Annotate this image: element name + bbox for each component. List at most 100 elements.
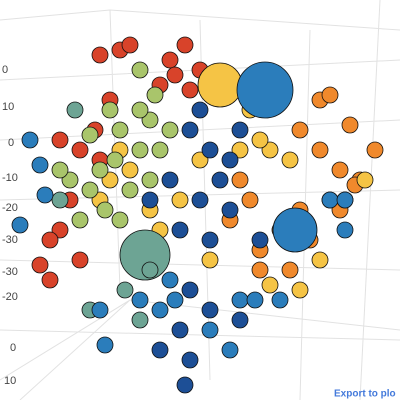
point xyxy=(51,191,69,209)
point xyxy=(191,191,209,209)
point xyxy=(272,207,318,253)
point xyxy=(21,131,39,149)
point xyxy=(356,171,374,189)
point xyxy=(161,271,179,289)
point xyxy=(41,231,59,249)
point xyxy=(231,121,249,139)
point xyxy=(336,191,354,209)
point xyxy=(161,51,179,69)
point xyxy=(281,261,299,279)
point xyxy=(151,141,169,159)
point xyxy=(197,62,243,108)
point xyxy=(181,81,199,99)
point xyxy=(181,121,199,139)
point xyxy=(201,231,219,249)
point xyxy=(271,291,289,309)
point xyxy=(176,376,194,394)
point xyxy=(341,116,359,134)
axis-labels: 0 10 0 -10 -20 -30 -30 -20 0 10 xyxy=(2,64,18,387)
point xyxy=(131,291,149,309)
point xyxy=(101,171,119,189)
point xyxy=(171,321,189,339)
point xyxy=(131,141,149,159)
point xyxy=(191,101,209,119)
point xyxy=(111,121,129,139)
axis-tick-label: 0 xyxy=(8,137,14,149)
axis-tick-label: -20 xyxy=(2,202,18,214)
point xyxy=(151,301,169,319)
point xyxy=(336,221,354,239)
point xyxy=(121,161,139,179)
point xyxy=(231,171,249,189)
axis-tick-label: -30 xyxy=(2,234,18,246)
point xyxy=(311,141,329,159)
point xyxy=(261,276,279,294)
point xyxy=(321,191,339,209)
axis-tick-label: 0 xyxy=(2,64,8,76)
point xyxy=(91,301,109,319)
point xyxy=(71,251,89,269)
axis-tick-label: 10 xyxy=(4,375,16,387)
point xyxy=(191,151,209,169)
point xyxy=(181,351,199,369)
axis-tick-label: 10 xyxy=(2,101,14,113)
point xyxy=(51,221,69,239)
point xyxy=(166,66,184,84)
point xyxy=(91,46,109,64)
point xyxy=(41,271,59,289)
point xyxy=(211,171,229,189)
point xyxy=(176,36,194,54)
point xyxy=(201,251,219,269)
point xyxy=(111,211,129,229)
point xyxy=(141,111,159,129)
point xyxy=(96,336,114,354)
point xyxy=(71,211,89,229)
point xyxy=(366,141,384,159)
point xyxy=(116,281,134,299)
point xyxy=(131,61,149,79)
point xyxy=(36,186,54,204)
point xyxy=(201,301,219,319)
point xyxy=(81,181,99,199)
point xyxy=(291,281,309,299)
point xyxy=(161,171,179,189)
point xyxy=(291,121,309,139)
point xyxy=(31,156,49,174)
point xyxy=(201,321,219,339)
point xyxy=(51,161,69,179)
point xyxy=(221,341,239,359)
point xyxy=(151,341,169,359)
points-layer xyxy=(11,36,384,394)
point xyxy=(331,161,349,179)
export-link[interactable]: Export to plo xyxy=(334,389,396,400)
point xyxy=(171,221,189,239)
axis-tick-label: -10 xyxy=(2,172,18,184)
point xyxy=(146,86,164,104)
point xyxy=(201,141,219,159)
point xyxy=(241,191,259,209)
point xyxy=(231,141,249,159)
point xyxy=(251,261,269,279)
point xyxy=(311,251,329,269)
point xyxy=(281,151,299,169)
point xyxy=(61,171,79,189)
point xyxy=(91,161,109,179)
point xyxy=(251,231,269,249)
point xyxy=(141,261,159,279)
point xyxy=(141,171,159,189)
point xyxy=(141,191,159,209)
point xyxy=(231,291,249,309)
point xyxy=(31,256,49,274)
point xyxy=(131,311,149,329)
axis-tick-label: 0 xyxy=(10,342,16,354)
point xyxy=(66,101,84,119)
point xyxy=(11,216,29,234)
point xyxy=(236,61,294,119)
point xyxy=(221,201,239,219)
point xyxy=(246,291,264,309)
point xyxy=(231,311,249,329)
axis-tick-label: -20 xyxy=(2,291,18,303)
point xyxy=(51,131,69,149)
point xyxy=(96,201,114,219)
